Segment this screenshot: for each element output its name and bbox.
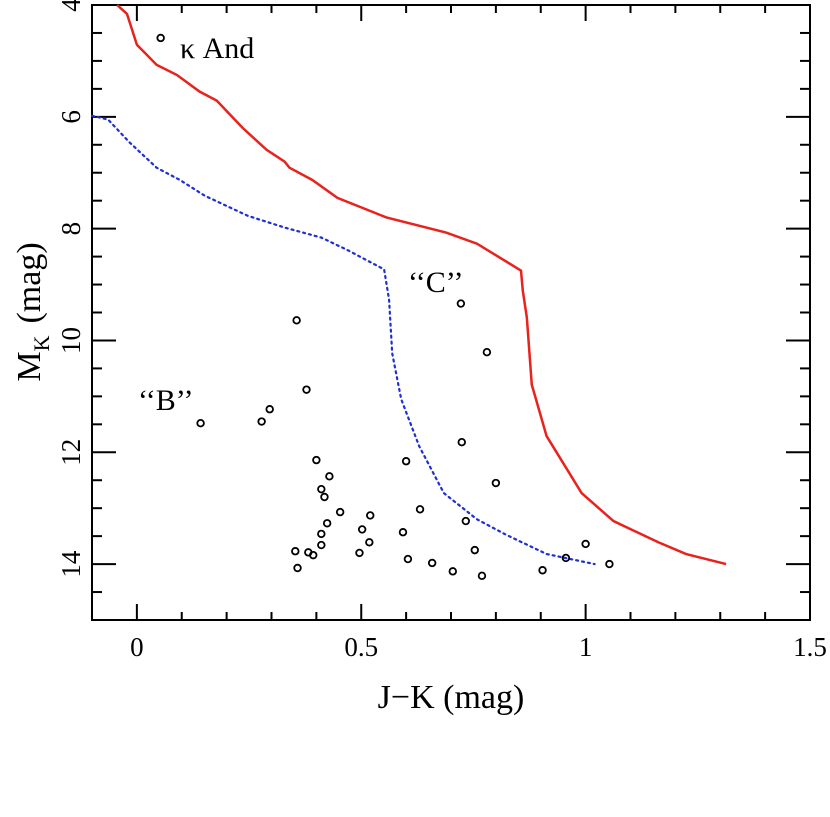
point — [398, 528, 408, 537]
point — [470, 545, 479, 555]
annotation: κ And — [180, 32, 254, 65]
y-label-main: M — [11, 351, 48, 381]
x-axis-label: J−K (mag) — [378, 679, 525, 716]
point — [265, 405, 274, 414]
point — [491, 478, 501, 488]
point — [605, 559, 614, 569]
y-tick-label: 6 — [56, 110, 86, 124]
point — [293, 563, 302, 573]
point — [322, 519, 332, 528]
y-tick-label: 10 — [56, 327, 86, 354]
point — [156, 33, 165, 43]
point — [538, 566, 547, 575]
point — [196, 419, 205, 428]
x-tick-label: 0 — [130, 632, 144, 662]
y-tick-label: 14 — [56, 550, 86, 578]
dotted-line — [90, 114, 596, 566]
point — [309, 550, 318, 560]
point — [461, 516, 471, 526]
point — [427, 558, 437, 568]
point — [581, 539, 590, 549]
y-label-sub: K — [29, 335, 54, 351]
point — [291, 547, 300, 556]
annotation: ‘‘C’’ — [408, 266, 464, 299]
y-tick-label: 4 — [56, 0, 86, 12]
point — [448, 567, 457, 576]
y-label-unit: (mag) — [11, 242, 48, 323]
point — [477, 571, 487, 581]
x-tick-label: 0.5 — [344, 632, 378, 662]
point — [482, 347, 492, 357]
point — [456, 299, 466, 308]
y-tick-label: 12 — [56, 439, 86, 466]
point — [292, 316, 301, 325]
point — [415, 505, 425, 514]
point — [357, 525, 367, 534]
point — [457, 438, 466, 447]
point — [335, 507, 345, 517]
point — [317, 484, 326, 494]
point — [561, 553, 571, 563]
point — [355, 548, 364, 558]
point — [302, 385, 311, 394]
x-tick-label: 1.5 — [793, 632, 827, 662]
point — [257, 417, 266, 426]
point — [403, 554, 413, 564]
point — [320, 492, 329, 502]
y-axis-label-group: MK (mag) — [11, 242, 54, 381]
annotation: ‘‘B’’ — [138, 384, 194, 417]
point — [401, 457, 411, 466]
point — [317, 540, 326, 550]
point — [325, 472, 334, 481]
point — [366, 511, 375, 520]
x-tick-label: 1 — [579, 632, 593, 662]
point — [365, 538, 374, 547]
point — [317, 529, 326, 539]
y-axis-label: MK (mag) — [11, 242, 54, 381]
solid-line — [116, 4, 727, 566]
point — [312, 455, 321, 465]
y-tick-label: 8 — [56, 222, 86, 236]
